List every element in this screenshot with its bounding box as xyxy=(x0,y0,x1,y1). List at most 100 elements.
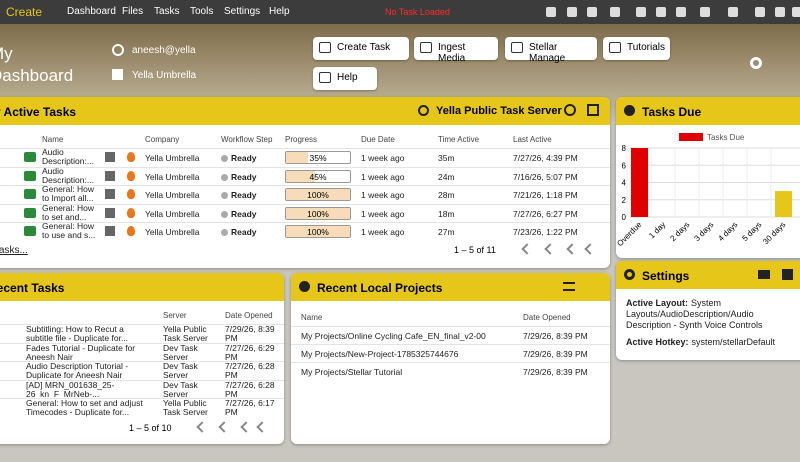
clock-icon xyxy=(624,105,635,116)
clock-icon xyxy=(299,281,310,292)
task-name: General: How to use and s... xyxy=(42,222,96,240)
x-tick-label: 5 days xyxy=(740,220,763,243)
task-due: 1 week ago xyxy=(361,190,405,200)
y-tick-label: 2 xyxy=(622,196,627,205)
menu-item[interactable]: Files xyxy=(122,6,144,17)
recent-task-row[interactable] xyxy=(0,342,284,362)
recent-task-date: 7/27/26, 6:17 PM xyxy=(225,399,275,417)
progress-bar: 45% xyxy=(285,169,351,183)
toolbar-icon[interactable] xyxy=(610,7,620,17)
my-tasks-link[interactable]: My tasks... xyxy=(0,245,28,256)
legend-swatch xyxy=(679,133,703,141)
progress-label: 100% xyxy=(307,190,329,200)
fire-icon xyxy=(127,207,135,218)
layout-value: System Layouts/AudioDescription/Audio De… xyxy=(626,298,763,330)
recent-task-server: Dev Task Server xyxy=(163,362,198,380)
recent-task-name: [AD] MRN_001638_25-26_kn_F_MrNeb-... xyxy=(26,380,115,399)
recent-task-row[interactable] xyxy=(0,361,284,380)
recent-task-date: 7/27/26, 6:28 PM xyxy=(225,380,275,399)
task-step: Ready xyxy=(231,190,257,200)
task-row[interactable] xyxy=(0,203,610,223)
task-due: 1 week ago xyxy=(361,227,405,237)
toolbar-icon[interactable] xyxy=(728,7,738,17)
menu-item[interactable]: Settings xyxy=(224,6,261,17)
pager-button[interactable] xyxy=(218,421,230,433)
brand: Create xyxy=(6,5,43,19)
local-projects-panel: Recent Local Projects Name Date Opened My P… xyxy=(291,273,610,444)
task-row[interactable] xyxy=(0,166,610,186)
header-button[interactable]: Tutorials xyxy=(603,37,670,60)
x-tick-label: 1 day xyxy=(647,220,667,240)
header-button[interactable]: Help xyxy=(313,67,377,90)
pager-button[interactable] xyxy=(544,243,556,255)
task-time: 28m xyxy=(438,190,455,200)
header-button[interactable]: Ingest Media xyxy=(414,37,498,64)
task-due: 1 week ago xyxy=(361,208,405,219)
y-tick-label: 6 xyxy=(622,161,627,170)
recent-task-row[interactable] xyxy=(0,398,284,417)
step-dot xyxy=(221,210,228,218)
menu-item[interactable]: Help xyxy=(269,6,290,17)
progress-label: 100% xyxy=(307,227,329,237)
layout-label: Active Layout: xyxy=(626,298,689,308)
hotkey-value: system/stellarDefault xyxy=(691,337,776,347)
toolbar-icon[interactable] xyxy=(587,7,597,17)
project-row[interactable] xyxy=(291,344,610,362)
menu-item[interactable]: Tasks xyxy=(154,6,180,17)
recent-task-server: Dev Task Server xyxy=(163,343,198,362)
panel-header: My Active Tasks Yella Public Task Server xyxy=(0,97,610,125)
task-row[interactable] xyxy=(0,148,610,167)
bar xyxy=(775,191,792,217)
task-row[interactable] xyxy=(0,222,610,241)
panel-title: My Active Tasks xyxy=(0,105,77,119)
pager-button[interactable] xyxy=(240,421,252,433)
toolbar-icon[interactable] xyxy=(700,7,710,17)
list-icon[interactable] xyxy=(563,282,575,291)
project-row[interactable] xyxy=(291,362,610,380)
dashboard-title: My Dashboard xyxy=(0,44,74,85)
progress-bar: 100% xyxy=(285,206,351,220)
header-button[interactable]: Create Task xyxy=(313,37,409,60)
toolbar-icon[interactable] xyxy=(546,7,556,17)
toolbar-icon[interactable] xyxy=(676,7,686,17)
recent-task-date: 7/27/26, 6:28 PM xyxy=(225,362,275,380)
toolbar-icon[interactable] xyxy=(792,7,800,17)
pager-button[interactable] xyxy=(566,243,578,255)
keyboard-icon[interactable] xyxy=(758,270,770,279)
task-company: Yella Umbrella xyxy=(145,208,200,219)
project-row[interactable] xyxy=(291,326,610,344)
pager-button[interactable] xyxy=(196,421,208,433)
progress-label: 100% xyxy=(307,208,329,219)
task-row[interactable] xyxy=(0,185,610,204)
task-icon xyxy=(24,189,36,199)
column-header: Due Date xyxy=(361,135,395,144)
x-tick-label: Overdue xyxy=(616,220,644,248)
header-button[interactable]: Stellar Manage xyxy=(505,37,597,64)
toolbar-icon[interactable] xyxy=(656,7,666,17)
x-tick-label: 3 days xyxy=(692,220,715,243)
project-date: 7/29/26, 8:39 PM xyxy=(523,331,588,341)
user-name: aneesh@yella xyxy=(132,45,196,56)
toolbar-icon[interactable] xyxy=(567,7,577,17)
pager-button[interactable] xyxy=(256,421,268,433)
home-icon xyxy=(105,170,115,181)
refresh-icon[interactable] xyxy=(564,104,576,116)
org-icon xyxy=(112,69,123,80)
toolbar-icon[interactable] xyxy=(775,7,785,17)
menu-item[interactable]: Dashboard xyxy=(67,6,116,17)
layout-icon[interactable] xyxy=(782,269,793,280)
gear-icon[interactable] xyxy=(750,57,762,69)
pager-button[interactable] xyxy=(521,243,533,255)
open-icon[interactable] xyxy=(587,104,599,116)
pager-button[interactable] xyxy=(584,243,596,255)
task-company: Yella Umbrella xyxy=(145,190,200,200)
toolbar-icon[interactable] xyxy=(755,7,765,17)
recent-task-row[interactable] xyxy=(0,379,284,399)
recent-task-row[interactable] xyxy=(0,324,284,343)
button-icon xyxy=(511,42,523,53)
server-select[interactable]: Yella Public Task Server xyxy=(436,105,562,117)
menu-item[interactable]: Tools xyxy=(190,6,214,17)
user-icon xyxy=(112,44,124,56)
toolbar-icon[interactable] xyxy=(636,7,646,17)
column-header: Date Opened xyxy=(523,313,571,322)
